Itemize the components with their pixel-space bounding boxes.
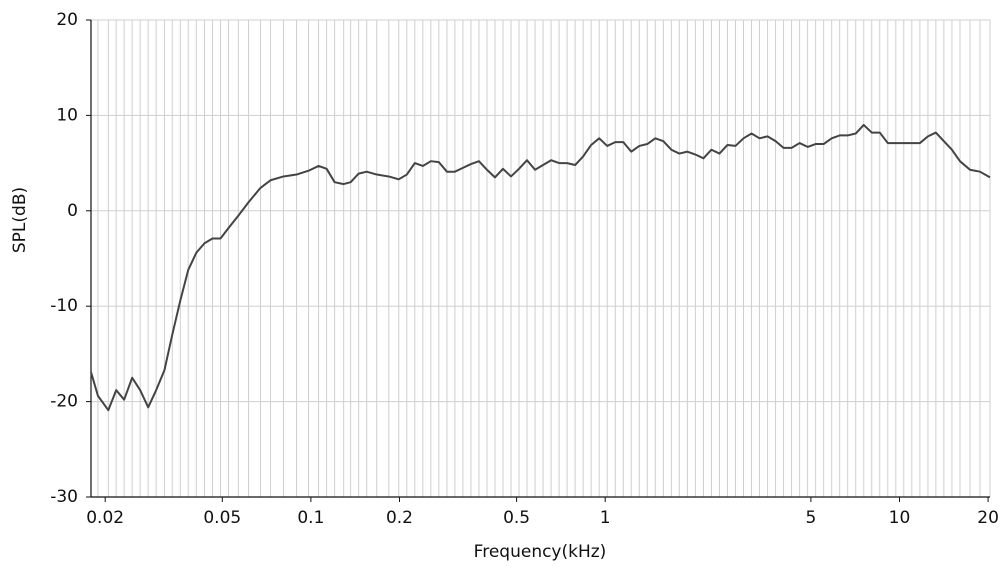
y-axis-label: SPL(dB) xyxy=(10,187,30,253)
x-tick-label: 0.05 xyxy=(203,508,241,528)
x-tick-label: 0.02 xyxy=(86,508,124,528)
x-tick-label: 5 xyxy=(805,508,816,528)
x-tick-label: 0.2 xyxy=(386,508,413,528)
y-tick-label: 0 xyxy=(67,201,78,221)
y-tick-label: 10 xyxy=(56,105,78,125)
series-line xyxy=(90,123,991,412)
y-tick-label: -10 xyxy=(50,296,78,316)
plot-frame xyxy=(90,19,991,498)
y-tick-label: 20 xyxy=(56,10,78,30)
x-tick-label: 0.5 xyxy=(503,508,530,528)
x-tick-label: 0.1 xyxy=(297,508,324,528)
x-tick-label: 1 xyxy=(600,508,611,528)
y-tick-label: -20 xyxy=(50,392,78,412)
x-tick-label: 10 xyxy=(889,508,911,528)
y-tick-label: -30 xyxy=(50,487,78,507)
x-axis-label: Frequency(kHz) xyxy=(474,542,607,562)
x-tick-label: 20 xyxy=(977,508,999,528)
